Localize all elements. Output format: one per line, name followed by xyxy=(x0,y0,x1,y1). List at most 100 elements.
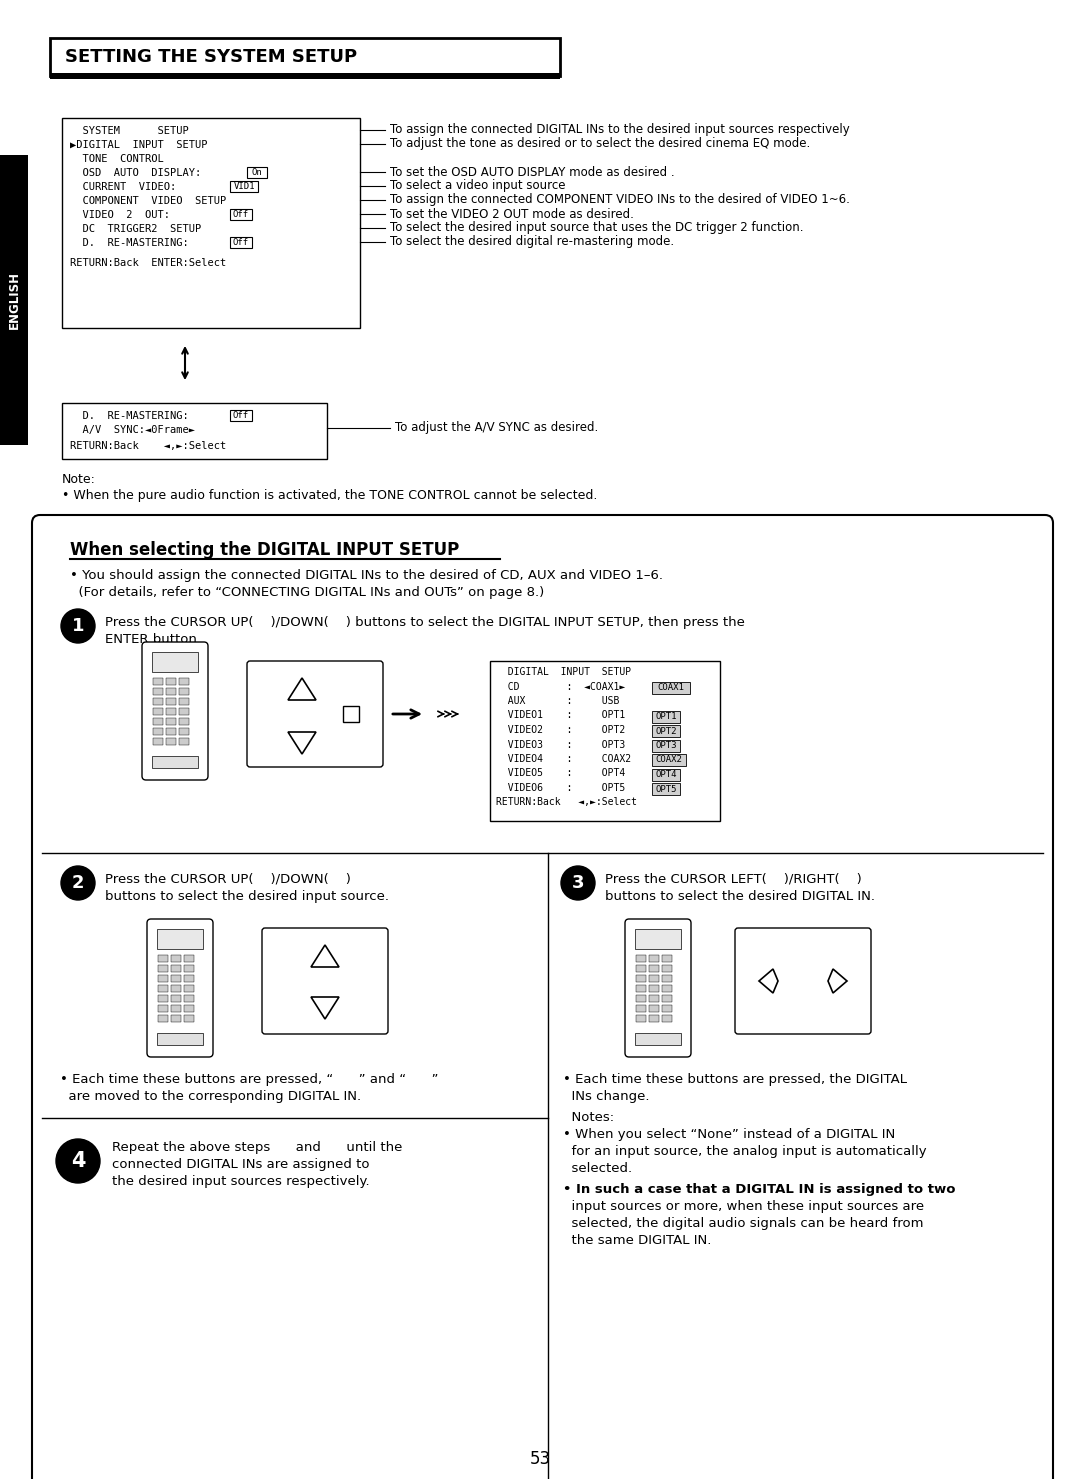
Bar xyxy=(158,964,168,972)
Bar xyxy=(184,964,194,972)
Text: selected.: selected. xyxy=(563,1162,632,1174)
Bar xyxy=(153,708,163,714)
FancyBboxPatch shape xyxy=(147,918,213,1057)
Bar xyxy=(636,955,646,961)
Bar xyxy=(166,717,176,725)
Bar xyxy=(662,975,672,982)
Polygon shape xyxy=(288,677,316,700)
Text: COAX2: COAX2 xyxy=(656,756,683,765)
Bar xyxy=(662,955,672,961)
FancyBboxPatch shape xyxy=(625,918,691,1057)
Bar xyxy=(157,1032,203,1046)
Bar xyxy=(171,1015,181,1022)
Text: Note:: Note: xyxy=(62,473,96,487)
Bar xyxy=(171,995,181,1001)
Bar xyxy=(153,717,163,725)
Bar xyxy=(184,955,194,961)
Text: • When the pure audio function is activated, the TONE CONTROL cannot be selected: • When the pure audio function is activa… xyxy=(62,490,597,501)
Text: CD        :  ◄COAX1►: CD : ◄COAX1► xyxy=(496,682,625,692)
Text: Off: Off xyxy=(233,238,249,247)
Text: D.  RE-MASTERING:: D. RE-MASTERING: xyxy=(70,411,195,422)
Bar xyxy=(62,118,360,328)
Bar xyxy=(171,985,181,992)
FancyBboxPatch shape xyxy=(735,927,870,1034)
Bar xyxy=(153,677,163,685)
Bar xyxy=(166,728,176,735)
Text: OPT1: OPT1 xyxy=(656,711,677,720)
Bar xyxy=(230,237,252,248)
Text: TONE  CONTROL: TONE CONTROL xyxy=(70,154,164,164)
Bar xyxy=(158,1015,168,1022)
Text: Off: Off xyxy=(233,210,249,219)
Bar xyxy=(153,688,163,695)
Text: To assign the connected COMPONENT VIDEO INs to the desired of VIDEO 1~6.: To assign the connected COMPONENT VIDEO … xyxy=(390,194,850,207)
Bar xyxy=(158,955,168,961)
Text: To select a video input source: To select a video input source xyxy=(390,179,566,192)
Bar xyxy=(166,688,176,695)
Bar xyxy=(636,1006,646,1012)
Text: SETTING THE SYSTEM SETUP: SETTING THE SYSTEM SETUP xyxy=(65,47,357,67)
Text: connected DIGITAL INs are assigned to: connected DIGITAL INs are assigned to xyxy=(112,1158,369,1171)
Text: To select the desired digital re-mastering mode.: To select the desired digital re-masteri… xyxy=(390,235,674,248)
Bar xyxy=(247,167,267,177)
Text: To select the desired input source that uses the DC trigger 2 function.: To select the desired input source that … xyxy=(390,222,804,235)
Polygon shape xyxy=(828,969,847,992)
Text: CURRENT  VIDEO:: CURRENT VIDEO: xyxy=(70,182,183,192)
Bar xyxy=(343,705,360,722)
Bar xyxy=(158,1006,168,1012)
Bar xyxy=(179,677,189,685)
Text: RETURN:Back   ◄,►:Select: RETURN:Back ◄,►:Select xyxy=(496,797,637,808)
Bar xyxy=(635,929,681,950)
Text: • In such a case that a DIGITAL IN is assigned to two: • In such a case that a DIGITAL IN is as… xyxy=(563,1183,956,1197)
Bar xyxy=(230,180,258,192)
Text: • You should assign the connected DIGITAL INs to the desired of CD, AUX and VIDE: • You should assign the connected DIGITA… xyxy=(70,569,663,583)
Text: OPT5: OPT5 xyxy=(656,784,677,794)
Text: • When you select “None” instead of a DIGITAL IN: • When you select “None” instead of a DI… xyxy=(563,1128,895,1140)
Text: On: On xyxy=(252,169,262,177)
Text: buttons to select the desired DIGITAL IN.: buttons to select the desired DIGITAL IN… xyxy=(605,890,875,904)
Bar xyxy=(649,975,659,982)
Bar xyxy=(179,738,189,745)
Text: A/V  SYNC:◄0Frame►: A/V SYNC:◄0Frame► xyxy=(70,424,195,435)
Circle shape xyxy=(56,1139,100,1183)
Text: To adjust the A/V SYNC as desired.: To adjust the A/V SYNC as desired. xyxy=(395,422,598,435)
Circle shape xyxy=(60,609,95,643)
Bar xyxy=(230,209,252,220)
Bar xyxy=(649,995,659,1001)
Text: ENGLISH: ENGLISH xyxy=(8,271,21,328)
Text: DIGITAL  INPUT  SETUP: DIGITAL INPUT SETUP xyxy=(496,667,631,677)
Text: Repeat the above steps      and      until the: Repeat the above steps and until the xyxy=(112,1140,403,1154)
Text: Press the CURSOR UP(    )/DOWN(    ): Press the CURSOR UP( )/DOWN( ) xyxy=(105,873,351,886)
Bar xyxy=(152,756,198,768)
Text: COMPONENT  VIDEO  SETUP: COMPONENT VIDEO SETUP xyxy=(70,197,226,206)
Bar xyxy=(662,964,672,972)
Text: SYSTEM      SETUP: SYSTEM SETUP xyxy=(70,126,189,136)
Text: selected, the digital audio signals can be heard from: selected, the digital audio signals can … xyxy=(563,1217,923,1231)
Bar xyxy=(152,652,198,671)
Text: (For details, refer to “CONNECTING DIGITAL INs and OUTs” on page 8.): (For details, refer to “CONNECTING DIGIT… xyxy=(70,586,544,599)
Bar xyxy=(153,728,163,735)
Bar xyxy=(636,985,646,992)
Bar xyxy=(184,995,194,1001)
Text: • Each time these buttons are pressed, “      ” and “      ”: • Each time these buttons are pressed, “… xyxy=(60,1072,438,1086)
Bar xyxy=(636,995,646,1001)
Text: D.  RE-MASTERING:: D. RE-MASTERING: xyxy=(70,238,195,248)
Bar xyxy=(652,782,680,796)
Bar xyxy=(171,955,181,961)
Text: are moved to the corresponding DIGITAL IN.: are moved to the corresponding DIGITAL I… xyxy=(60,1090,361,1103)
Text: buttons to select the desired input source.: buttons to select the desired input sour… xyxy=(105,890,389,904)
Bar xyxy=(652,710,680,723)
Bar xyxy=(652,754,686,766)
Bar xyxy=(649,985,659,992)
Bar xyxy=(179,717,189,725)
Bar xyxy=(50,72,561,78)
Bar xyxy=(62,402,327,458)
Text: To assign the connected DIGITAL INs to the desired input sources respectively: To assign the connected DIGITAL INs to t… xyxy=(390,124,850,136)
Bar xyxy=(184,985,194,992)
Polygon shape xyxy=(311,997,339,1019)
Text: DC  TRIGGER2  SETUP: DC TRIGGER2 SETUP xyxy=(70,223,201,234)
Text: AUX       :     USB: AUX : USB xyxy=(496,697,619,705)
Text: RETURN:Back    ◄,►:Select: RETURN:Back ◄,►:Select xyxy=(70,441,226,451)
Text: VIDEO5    :     OPT4: VIDEO5 : OPT4 xyxy=(496,769,625,778)
Bar xyxy=(179,698,189,705)
